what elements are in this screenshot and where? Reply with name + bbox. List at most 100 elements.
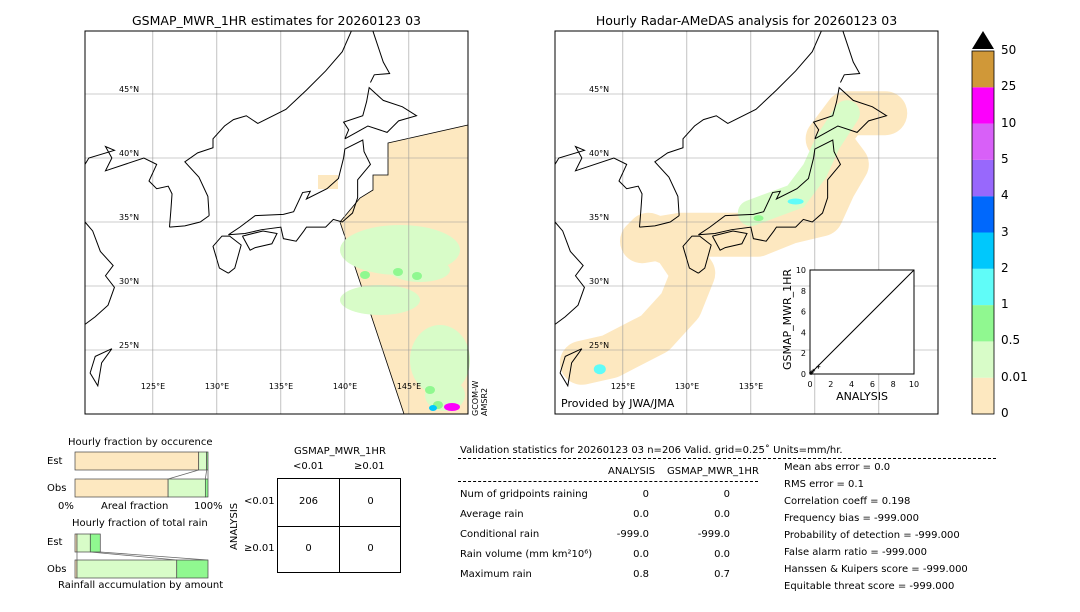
row-title: ANALYSIS (229, 502, 240, 550)
occ-est-label: Est (47, 456, 63, 467)
colorbar-segment (972, 377, 994, 414)
swath-fragment (318, 175, 338, 189)
rain-xlabel: Rainfall accumulation by amount (58, 580, 224, 591)
map-frame (84, 30, 469, 415)
cell-false-alarm: 0 (367, 496, 374, 507)
lat-tick-label: 30°N (119, 277, 139, 286)
lat-tick-label: 25°N (119, 341, 139, 350)
coastline (554, 145, 643, 228)
fraction-bar-segment (167, 478, 206, 498)
fraction-bar-segment (76, 533, 91, 553)
score-line: Correlation coeff = 0.198 (784, 496, 911, 507)
colorbar-tick-label: 50 (1001, 43, 1017, 57)
fraction-bar-segment (76, 559, 178, 579)
diagonal-line (809, 269, 915, 375)
scatter-y-tick: 4 (801, 328, 806, 337)
stat-row-label: Maximum rain (460, 569, 532, 580)
scatter-x-tick: 2 (828, 380, 833, 389)
scatter-x-tick: 0 (807, 380, 812, 389)
colorbar-tick-label: 0.01 (1001, 369, 1028, 384)
coastline (228, 139, 372, 242)
colorbar-tick-label: 0.5 (1001, 333, 1021, 348)
coastline (559, 348, 583, 388)
colorbar-segment (972, 123, 994, 160)
lat-tick-label: 40°N (119, 149, 139, 158)
lat-tick-label: 25°N (589, 341, 609, 350)
rain-cell (360, 271, 370, 279)
scatter-y-tick: 2 (801, 349, 806, 358)
lon-tick-label: 135°E (269, 382, 293, 391)
scatter-x-tick: 6 (870, 380, 875, 389)
cell-miss: 0 (305, 543, 312, 554)
light-rain-area (390, 258, 450, 282)
colorbar-tick-label: 0 (1001, 406, 1009, 420)
score-line: False alarm ratio = -999.000 (784, 547, 927, 558)
stat-analysis-value: -999.0 (616, 529, 649, 540)
lon-tick-label: 145°E (397, 382, 421, 391)
colorbar-segment (972, 159, 994, 197)
lat-tick-label: 45°N (589, 85, 609, 94)
connector-line (90, 551, 177, 561)
heavy-rain-cell (444, 403, 460, 411)
colorbar-tick-label: 3 (1001, 224, 1009, 239)
lon-tick-label: 140°E (333, 382, 357, 391)
scatter-point (809, 370, 814, 375)
lat-tick-label: 40°N (589, 149, 609, 158)
stat-gsmap-value: -999.0 (697, 529, 730, 540)
rain-title: Hourly fraction of total rain (72, 518, 208, 529)
coastline (84, 221, 116, 325)
row-label-lt: <0.01 (244, 496, 275, 507)
coastline (184, 31, 352, 216)
scatter-y-tick: 0 (801, 370, 806, 379)
lon-tick-label: 125°E (141, 382, 165, 391)
fraction-bar-segment (198, 451, 208, 471)
rain-cell (425, 386, 435, 394)
colorbar-segment (972, 305, 994, 342)
lon-tick-label: 130°E (675, 382, 699, 391)
coastline (682, 235, 712, 274)
occ-xlabel: Areal fraction (101, 501, 169, 512)
coastline (169, 215, 210, 228)
colorbar-segment (972, 51, 994, 88)
colorbar-segment (972, 196, 994, 233)
occurrence-title: Hourly fraction by occurence (68, 437, 213, 448)
colorbar-segment (972, 232, 994, 269)
colorbar-tick-label: 10 (1001, 115, 1017, 130)
cell-hit: 0 (367, 543, 374, 554)
stat-gsmap-value: 0.7 (714, 569, 730, 580)
connector-line (204, 469, 208, 480)
stat-analysis-value: 0.0 (633, 549, 649, 560)
map-0: 45°N 40°N 35°N 30°N 25°N 125°E 130°E 135°E 140°E… (84, 30, 470, 415)
sensor-name: AMSR2 (480, 387, 489, 416)
fraction-bar-segment (74, 451, 200, 471)
colorbar-tick-label: 5 (1001, 151, 1009, 166)
fraction-bars (74, 533, 209, 579)
colorbar-segment (972, 341, 994, 378)
contingency-title: GSMAP_MWR_1HR (294, 446, 386, 457)
coastline (812, 86, 888, 140)
cell-hit-neg: 206 (298, 496, 319, 507)
scatter-x-tick: 8 (891, 380, 896, 389)
coastline (84, 145, 173, 228)
stats-header: Validation statistics for 20260123 03 n=… (460, 445, 843, 456)
coastline (342, 86, 418, 140)
scatter-inset: 00 2 2 4 4 6 6 8 8 10 10 (796, 266, 919, 389)
scatter-point (811, 368, 816, 373)
coastline (712, 230, 748, 251)
scatter-point (816, 364, 821, 369)
lat-tick-label: 35°N (589, 213, 609, 222)
score-line: Frequency bias = -999.000 (784, 513, 919, 524)
coastline (554, 221, 586, 325)
scatter-x-tick: 4 (849, 380, 854, 389)
occ-obs-label: Obs (47, 483, 67, 494)
scatter-y-tick: 8 (801, 287, 806, 296)
coastline (654, 31, 822, 216)
satellite-label: GCOM-W AMSR2 (471, 381, 489, 416)
scatter-ylabel: GSMAP_MWR_1HR (781, 268, 794, 370)
stat-row-label: Conditional rain (460, 529, 540, 540)
right-map-title: Hourly Radar-AMeDAS analysis for 2026012… (595, 13, 898, 28)
stat-row-label: Rain volume (mm km²10⁶) (460, 549, 593, 560)
coastline (242, 230, 278, 251)
stat-analysis-value: 0 (642, 489, 649, 500)
